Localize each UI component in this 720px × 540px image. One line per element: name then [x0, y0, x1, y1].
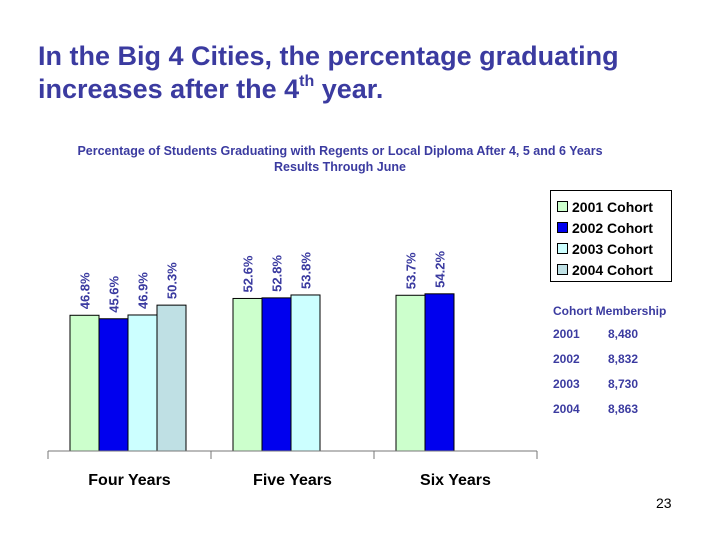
bar: [156, 304, 187, 452]
chart-title: Percentage of Students Graduating with R…: [77, 144, 603, 158]
data-label: 53.7%: [404, 252, 419, 289]
legend-item-2004: 2004 Cohort: [557, 259, 671, 280]
x-tick-label: Six Years: [420, 472, 491, 489]
slide-title-end: year.: [314, 74, 384, 104]
legend-item-2003: 2003 Cohort: [557, 238, 671, 259]
membership-row: 2001 8,480: [553, 321, 713, 346]
legend-swatch-2001: [557, 201, 568, 212]
x-tick-label: Five Years: [253, 472, 332, 489]
slide-title: In the Big 4 Cities, the percentage grad…: [38, 40, 698, 106]
membership-row: 2003 8,730: [553, 371, 713, 396]
bar: [98, 318, 129, 452]
chart-legend: 2001 Cohort 2002 Cohort 2003 Cohort 2004…: [550, 190, 672, 282]
membership-row: 2004 8,863: [553, 396, 713, 421]
membership-count: 8,480: [608, 326, 639, 341]
page-number: 23: [656, 495, 672, 511]
bar: [290, 294, 321, 452]
legend-item-2001: 2001 Cohort: [557, 196, 671, 217]
membership-count: 8,832: [608, 351, 639, 366]
membership-year: 2001: [553, 326, 580, 341]
legend-label-2004: 2004 Cohort: [572, 261, 653, 278]
bar: [261, 297, 292, 452]
data-label: 46.8%: [78, 272, 93, 309]
membership-row: 2002 8,832: [553, 346, 713, 371]
membership-count: 8,730: [608, 376, 639, 391]
chart-subtitle: Results Through June: [274, 160, 406, 174]
chart-title-block: Percentage of Students Graduating with R…: [30, 143, 650, 175]
bar: [127, 314, 158, 452]
slide-title-superscript: th: [299, 73, 315, 90]
cohort-membership-table: Cohort Membership 2001 8,480 2002 8,832 20…: [553, 304, 713, 421]
bar: [69, 314, 100, 452]
legend-item-2002: 2002 Cohort: [557, 217, 671, 238]
data-label: 53.8%: [299, 252, 314, 289]
membership-year: 2004: [553, 401, 580, 416]
legend-label-2003: 2003 Cohort: [572, 240, 653, 257]
bar: [424, 293, 455, 452]
membership-year: 2003: [553, 376, 580, 391]
data-label: 45.6%: [107, 275, 122, 312]
membership-year: 2002: [553, 351, 580, 366]
legend-swatch-2002: [557, 222, 568, 233]
legend-swatch-2003: [557, 243, 568, 254]
data-label: 50.3%: [165, 262, 180, 299]
legend-label-2002: 2002 Cohort: [572, 219, 653, 236]
bar: [232, 297, 263, 452]
x-tick-label: Four Years: [88, 472, 171, 489]
legend-label-2001: 2001 Cohort: [572, 198, 653, 215]
legend-swatch-2004: [557, 264, 568, 275]
data-label: 46.9%: [136, 272, 151, 309]
slide-title-main: In the Big 4 Cities, the percentage grad…: [38, 41, 619, 104]
bar: [395, 294, 426, 452]
data-label: 54.2%: [433, 251, 448, 288]
membership-title: Cohort Membership: [553, 304, 667, 318]
data-label: 52.8%: [270, 255, 285, 292]
data-label: 52.6%: [241, 255, 256, 292]
membership-count: 8,863: [608, 401, 639, 416]
